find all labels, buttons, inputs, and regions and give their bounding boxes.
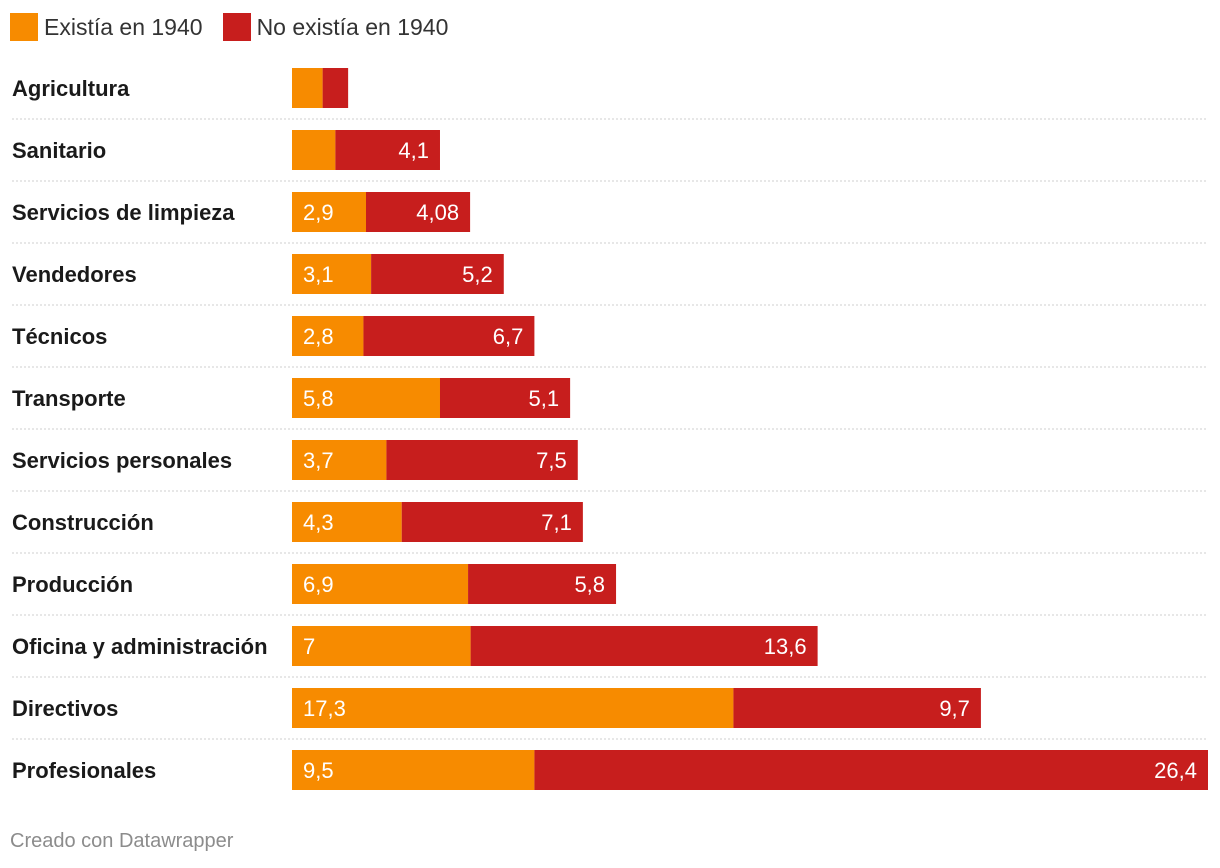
bar-oficina-y-administracion-no-existia (470, 626, 818, 666)
category-label-agricultura: Agricultura (12, 76, 130, 101)
legend-label-no-existia: No existía en 1940 (256, 13, 449, 40)
footer-credit[interactable]: Creado con Datawrapper (10, 830, 234, 852)
value-label-produccion-no-existia: 5,8 (574, 572, 605, 597)
bar-profesionales-existia (292, 750, 535, 790)
value-label-vendedores-no-existia: 5,2 (462, 262, 493, 287)
category-label-profesionales: Profesionales (12, 758, 156, 783)
category-label-transporte: Transporte (12, 386, 126, 411)
value-label-directivos-existia: 17,3 (303, 696, 346, 721)
legend-item-existia: Existía en 1940 (10, 13, 203, 41)
bar-directivos-existia (292, 688, 734, 728)
bar-produccion-existia (292, 564, 469, 604)
bar-servicios-de-limpieza-no-existia (365, 192, 471, 232)
value-label-servicios-de-limpieza-no-existia: 4,08 (416, 200, 459, 225)
value-label-profesionales-existia: 9,5 (303, 758, 334, 783)
value-label-produccion-existia: 6,9 (303, 572, 334, 597)
category-label-tecnicos: Técnicos (12, 324, 107, 349)
category-label-servicios-de-limpieza: Servicios de limpieza (12, 200, 235, 225)
bar-agricultura-no-existia (322, 68, 349, 108)
value-label-oficina-y-administracion-no-existia: 13,6 (764, 634, 807, 659)
bar-vendedores-existia (292, 254, 372, 294)
bar-transporte-no-existia (439, 378, 571, 418)
bar-produccion-no-existia (468, 564, 617, 604)
bar-sanitario-no-existia (335, 130, 440, 170)
category-label-oficina-y-administracion: Oficina y administración (12, 634, 268, 659)
value-label-sanitario-no-existia: 4,1 (398, 138, 429, 163)
legend-item-no-existia: No existía en 1940 (222, 13, 449, 41)
category-label-produccion: Producción (12, 572, 133, 597)
category-label-sanitario: Sanitario (12, 138, 106, 163)
bar-sanitario-existia (292, 130, 336, 170)
bar-vendedores-no-existia (371, 254, 504, 294)
value-label-construccion-existia: 4,3 (303, 510, 334, 535)
category-label-vendedores: Vendedores (12, 262, 137, 287)
bar-transporte-existia (292, 378, 440, 418)
bar-servicios-personales-no-existia (386, 440, 578, 480)
category-label-servicios-personales: Servicios personales (12, 448, 232, 473)
value-label-oficina-y-administracion-existia: 7 (303, 634, 315, 659)
bar-oficina-y-administracion-existia (292, 626, 471, 666)
value-label-construccion-no-existia: 7,1 (541, 510, 572, 535)
legend-swatch-existia (10, 13, 38, 41)
bar-directivos-no-existia (733, 688, 981, 728)
value-label-directivos-no-existia: 9,7 (939, 696, 970, 721)
bar-construccion-existia (292, 502, 402, 542)
bar-tecnicos-no-existia (363, 316, 535, 356)
category-label-construccion: Construcción (12, 510, 154, 535)
value-label-vendedores-existia: 3,1 (303, 262, 334, 287)
value-label-transporte-existia: 5,8 (303, 386, 334, 411)
value-label-tecnicos-no-existia: 6,7 (493, 324, 524, 349)
value-label-transporte-no-existia: 5,1 (529, 386, 560, 411)
legend-label-existia: Existía en 1940 (44, 13, 203, 40)
bar-tecnicos-existia (292, 316, 364, 356)
value-label-profesionales-no-existia: 26,4 (1154, 758, 1197, 783)
value-label-servicios-personales-existia: 3,7 (303, 448, 334, 473)
value-label-servicios-de-limpieza-existia: 2,9 (303, 200, 334, 225)
legend-swatch-no-existia (222, 13, 251, 41)
bar-agricultura-existia (292, 68, 323, 108)
bar-servicios-personales-existia (292, 440, 387, 480)
bar-construccion-no-existia (401, 502, 583, 542)
bar-profesionales-no-existia (534, 750, 1208, 790)
category-label-directivos: Directivos (12, 696, 118, 721)
value-label-servicios-personales-no-existia: 7,5 (536, 448, 567, 473)
value-label-tecnicos-existia: 2,8 (303, 324, 334, 349)
bar-servicios-de-limpieza-existia (292, 192, 366, 232)
legend: Existía en 1940 No existía en 1940 (10, 12, 468, 42)
